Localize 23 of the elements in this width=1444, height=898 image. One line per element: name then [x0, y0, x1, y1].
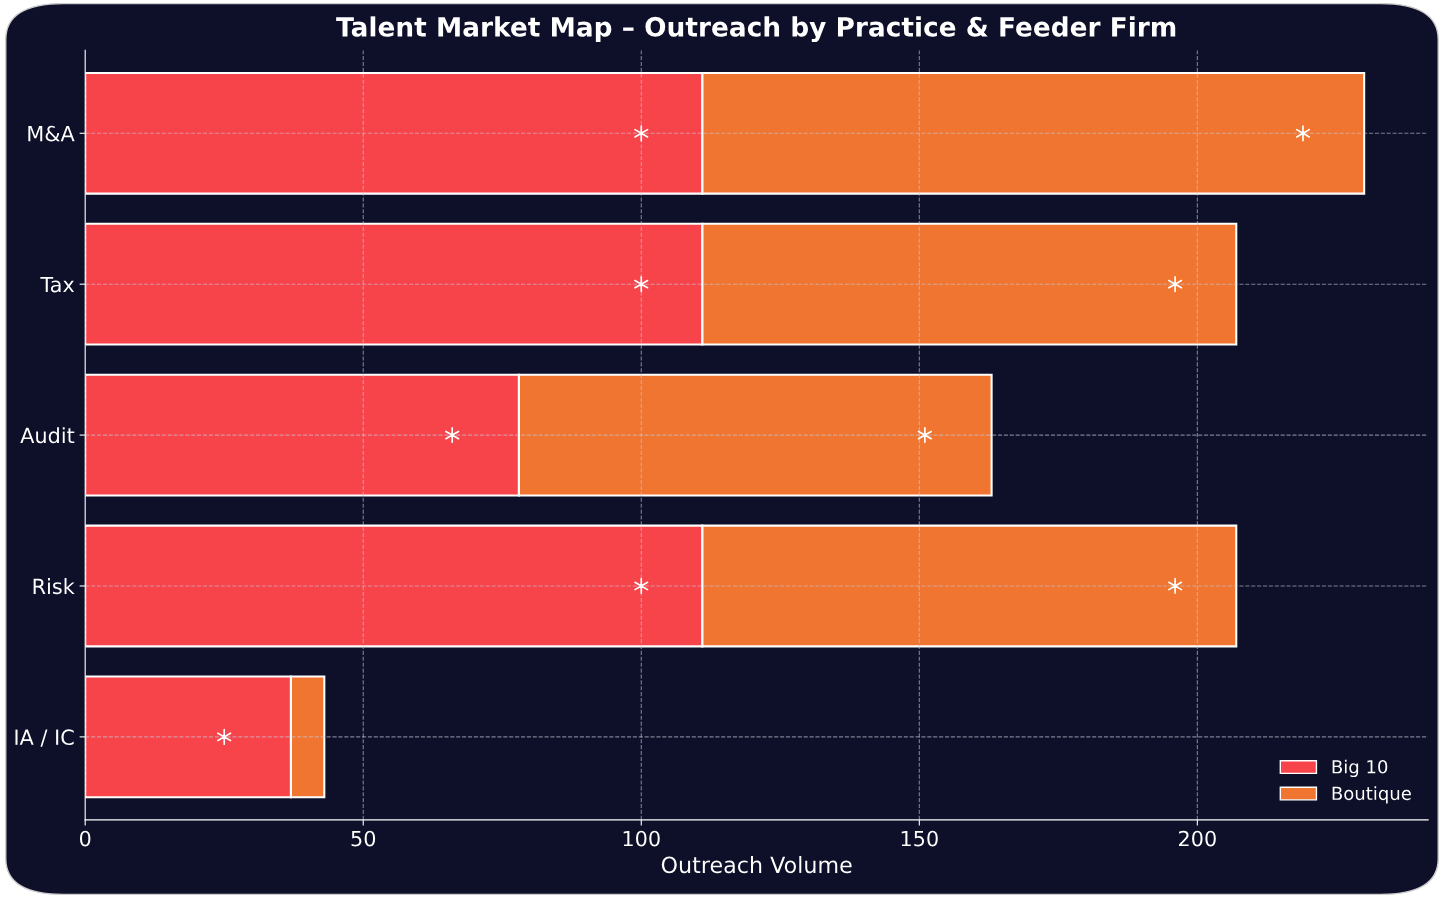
- point: [217, 728, 232, 745]
- point: [1167, 577, 1183, 595]
- y-tick-label: Audit: [20, 427, 75, 444]
- x-tick-label: 50: [351, 830, 376, 847]
- point: [634, 276, 649, 293]
- y-tick-label: M&A: [28, 125, 75, 142]
- x-tick-label: 100: [623, 830, 660, 847]
- x-tick-label: 200: [1178, 830, 1216, 847]
- point: [1167, 276, 1183, 293]
- point: [917, 426, 933, 444]
- y-tick-label: IA / IC: [15, 729, 74, 747]
- point: [634, 125, 649, 142]
- x-tick-label: 0: [79, 830, 91, 847]
- legend-label: Big 10: [1332, 759, 1388, 778]
- point: [445, 426, 460, 444]
- y-tick-label: Tax: [40, 276, 75, 293]
- point: [634, 577, 649, 595]
- x-axis-title: Outreach Volume: [661, 856, 852, 874]
- point: [1295, 125, 1311, 142]
- y-tick-label: Risk: [33, 578, 75, 595]
- chart-title: Talent Market Map – Outreach by Practice & Feeder Firm: [336, 16, 1176, 43]
- legend-label: Boutique: [1332, 786, 1411, 804]
- x-tick-label: 150: [901, 830, 938, 847]
